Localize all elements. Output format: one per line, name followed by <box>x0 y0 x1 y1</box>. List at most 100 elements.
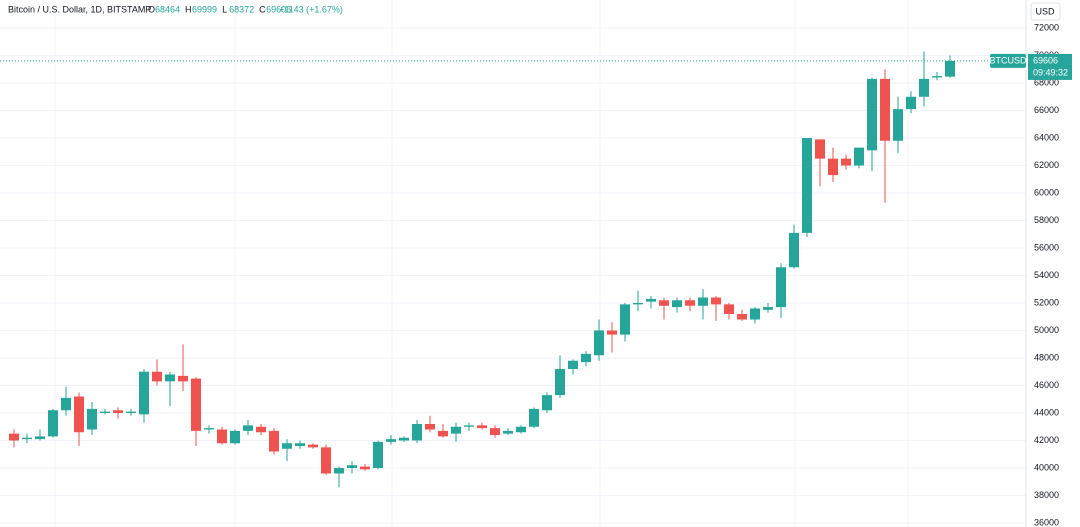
candle-body <box>893 109 903 141</box>
candle-body <box>425 424 435 430</box>
y-tick-label: 58000 <box>1034 215 1059 225</box>
candle-body <box>386 439 396 442</box>
candle-body <box>321 447 331 474</box>
candle-body <box>464 425 474 427</box>
y-tick-label: 52000 <box>1034 297 1059 307</box>
candle-body <box>113 410 123 413</box>
candle-body <box>217 429 227 444</box>
candle-body <box>269 430 279 452</box>
candle-body <box>373 441 383 468</box>
candle-body <box>763 307 773 310</box>
ohlc-label: L <box>222 4 227 14</box>
candle-body <box>165 374 175 382</box>
y-tick-label: 46000 <box>1034 380 1059 390</box>
candle-body <box>282 443 292 449</box>
last-price-label: 69606 <box>1033 55 1058 65</box>
candle-body <box>945 60 955 77</box>
candle-body <box>906 96 916 110</box>
candle-body <box>399 437 409 441</box>
candle-body <box>633 303 643 305</box>
ohlc-header: O 68464 H 69999 L 68372 C 69606 <box>148 4 291 14</box>
y-tick-label: 68000 <box>1034 77 1059 87</box>
candle-body <box>529 408 539 427</box>
y-tick-label: 36000 <box>1034 517 1059 527</box>
candle-body <box>815 139 825 159</box>
y-tick-label: 56000 <box>1034 242 1059 252</box>
ohlc-label: C <box>259 4 266 14</box>
candle-body <box>308 444 318 448</box>
chart-title: Bitcoin / U.S. Dollar, 1D, BITSTAMP <box>8 4 151 14</box>
currency[interactable]: USD <box>1035 6 1055 16</box>
candle-body <box>438 430 448 437</box>
candle-body <box>555 369 565 396</box>
y-tick-label: 54000 <box>1034 270 1059 280</box>
candle-body <box>74 396 84 433</box>
y-tick-label: 38000 <box>1034 490 1059 500</box>
candle-body <box>295 443 305 446</box>
candle-body <box>789 232 799 268</box>
candle-body <box>191 378 201 431</box>
candle-body <box>100 411 110 413</box>
candle-body <box>841 158 851 166</box>
candle-body <box>126 411 136 413</box>
candle-body <box>451 426 461 434</box>
candle-body <box>711 297 721 305</box>
ohlc-label: H <box>185 4 192 14</box>
candle-body <box>9 433 19 441</box>
candle-body <box>854 147 864 166</box>
candle-body <box>828 158 838 176</box>
candle-body <box>672 300 682 308</box>
candle-body <box>607 330 617 335</box>
candle-body <box>867 78 877 151</box>
candle-body <box>360 466 370 470</box>
candle-body <box>516 426 526 433</box>
ohlc-value: 68372 <box>229 4 254 14</box>
y-tick-label: 72000 <box>1034 22 1059 32</box>
candle-body <box>568 360 578 369</box>
y-tick-label: 62000 <box>1034 160 1059 170</box>
candle-body <box>620 304 630 335</box>
candle-body <box>334 468 344 474</box>
candle-body <box>750 308 760 320</box>
candle-body <box>646 298 656 302</box>
candle-body <box>880 78 890 141</box>
candle-body <box>776 267 786 308</box>
vertical-grid <box>54 0 909 527</box>
candle-body <box>542 395 552 411</box>
candle-body <box>152 371 162 382</box>
candle-body <box>919 78 929 97</box>
currency-box[interactable] <box>1030 2 1061 21</box>
candle-body <box>698 297 708 306</box>
candle-body <box>230 430 240 444</box>
candle-body <box>581 353 591 363</box>
candle-body <box>243 425 253 431</box>
candle-body <box>724 304 734 314</box>
candle-body <box>594 330 604 356</box>
candle-body <box>61 397 71 411</box>
candle-body <box>204 428 214 430</box>
candle-body <box>412 424 422 441</box>
candle-body <box>35 436 45 440</box>
candle-body <box>659 300 669 306</box>
candle-body <box>347 465 357 468</box>
y-tick-label: 50000 <box>1034 325 1059 335</box>
countdown: 09:49:32 <box>1033 67 1068 77</box>
y-tick-label: 60000 <box>1034 187 1059 197</box>
candle-body <box>685 300 695 306</box>
price-tag <box>1028 53 1072 80</box>
candle-body <box>503 430 513 434</box>
candle-body <box>256 426 266 433</box>
candle-body <box>802 138 812 233</box>
ohlc-value: 69606 <box>266 4 291 14</box>
candle-body <box>477 425 487 429</box>
candle-body <box>490 428 500 435</box>
ohlc-label: O <box>148 4 155 14</box>
y-tick-label: 64000 <box>1034 132 1059 142</box>
candle-body <box>178 375 188 382</box>
candle-body <box>87 408 97 430</box>
ohlc-value: 68464 <box>155 4 180 14</box>
candle-body <box>932 76 942 78</box>
y-tick-label: 44000 <box>1034 407 1059 417</box>
candle-body <box>737 314 747 320</box>
candle-body <box>139 371 149 415</box>
